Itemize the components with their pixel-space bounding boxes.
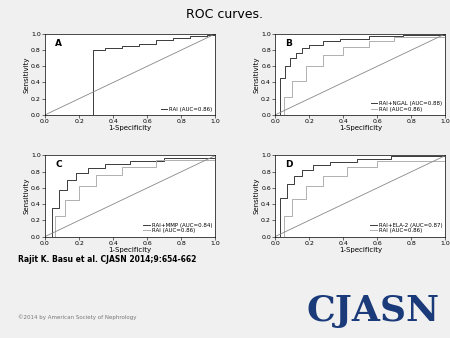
Text: Rajit K. Basu et al. CJASN 2014;9:654-662: Rajit K. Basu et al. CJASN 2014;9:654-66… (18, 255, 196, 264)
X-axis label: 1-Specificity: 1-Specificity (108, 125, 152, 131)
Text: ROC curves.: ROC curves. (186, 8, 264, 21)
Legend: RAI+ELA-2 (AUC=0.87), RAI (AUC=0.86): RAI+ELA-2 (AUC=0.87), RAI (AUC=0.86) (369, 222, 443, 234)
X-axis label: 1-Specificity: 1-Specificity (339, 125, 382, 131)
Legend: RAI+NGAL (AUC=0.88), RAI (AUC=0.86): RAI+NGAL (AUC=0.88), RAI (AUC=0.86) (370, 100, 443, 112)
Text: CJASN: CJASN (306, 294, 439, 328)
X-axis label: 1-Specificity: 1-Specificity (339, 247, 382, 253)
Y-axis label: Sensitivity: Sensitivity (254, 56, 260, 93)
X-axis label: 1-Specificity: 1-Specificity (108, 247, 152, 253)
Text: ©2014 by American Society of Nephrology: ©2014 by American Society of Nephrology (18, 314, 136, 320)
Text: D: D (285, 160, 293, 169)
Text: C: C (55, 160, 62, 169)
Y-axis label: Sensitivity: Sensitivity (254, 178, 260, 214)
Y-axis label: Sensitivity: Sensitivity (23, 178, 30, 214)
Y-axis label: Sensitivity: Sensitivity (23, 56, 30, 93)
Text: A: A (55, 39, 62, 48)
Legend: RAI+MMP (AUC=0.84), RAI (AUC=0.86): RAI+MMP (AUC=0.84), RAI (AUC=0.86) (143, 222, 213, 234)
Text: B: B (285, 39, 292, 48)
Legend: RAI (AUC=0.86): RAI (AUC=0.86) (160, 106, 213, 112)
